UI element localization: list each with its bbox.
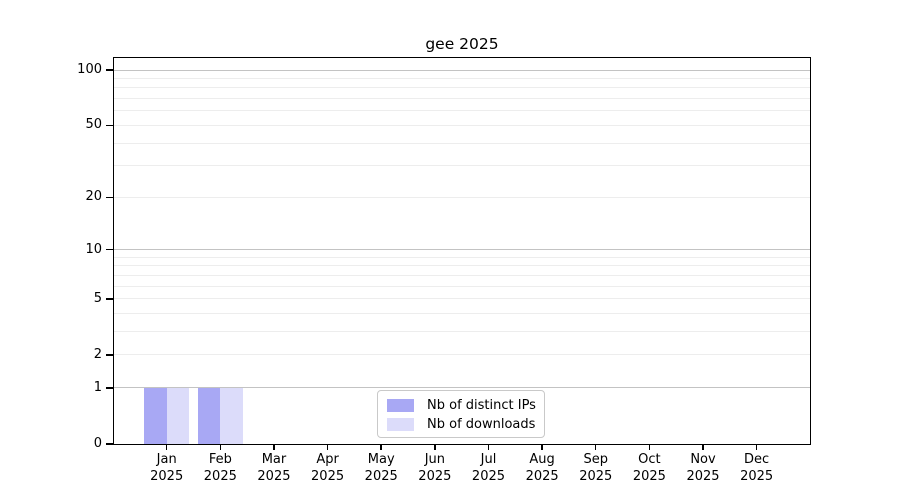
x-tick-year: 2025 [203, 469, 237, 484]
y-tick-label: 50 [85, 117, 102, 133]
x-tick-label: Mar 2025 [239, 451, 309, 485]
x-tick-year: 2025 [740, 469, 774, 484]
x-tick-year: 2025 [632, 469, 666, 484]
x-tick-month: Dec [744, 452, 770, 467]
x-tick-mark [755, 444, 758, 450]
y-tick-mark [106, 124, 114, 127]
gridline-minor [114, 265, 810, 267]
bar-1-feb [220, 387, 243, 444]
x-tick-year: 2025 [525, 469, 559, 484]
y-tick-label: 0 [93, 436, 102, 451]
x-tick-label: Feb 2025 [185, 451, 255, 485]
x-tick-label: Sep 2025 [561, 451, 631, 485]
x-tick-month: Feb [208, 452, 232, 467]
plot-border [112, 56, 811, 445]
legend: Nb of distinct IPs Nb of downloads [377, 390, 545, 438]
gridline-major [114, 249, 810, 251]
y-tick-label: 5 [93, 290, 102, 306]
y-tick-mark [106, 443, 114, 445]
y-tick-mark [106, 69, 114, 71]
gridline-minor [114, 98, 810, 100]
gridline-minor [114, 331, 810, 333]
gridline-minor [114, 165, 810, 167]
x-tick-month: Aug [529, 452, 555, 467]
x-tick-year: 2025 [311, 469, 345, 484]
legend-label: Nb of downloads [427, 417, 536, 432]
x-tick-label: Dec 2025 [722, 451, 792, 485]
x-tick-mark [165, 444, 168, 450]
bar-1-jan [166, 387, 190, 444]
legend-swatch [387, 418, 414, 431]
chart-title: gee 2025 [425, 35, 499, 53]
x-tick-mark [273, 444, 275, 450]
legend-swatch [387, 399, 414, 412]
y-tick-label: 2 [93, 346, 102, 362]
x-tick-month: Jul [480, 452, 497, 467]
x-tick-year: 2025 [579, 469, 613, 484]
x-tick-month: Jan [156, 452, 177, 467]
gridline-minor [114, 298, 810, 300]
y-tick-mark [106, 354, 114, 356]
gridline-major [114, 387, 810, 389]
x-tick-label: Jul 2025 [453, 451, 523, 485]
x-tick-year: 2025 [418, 469, 452, 484]
x-tick-year: 2025 [471, 469, 506, 484]
gridline-minor [114, 354, 810, 356]
x-tick-mark [219, 444, 222, 450]
x-tick-mark [648, 444, 651, 450]
gridline-minor [114, 285, 810, 287]
bar-0-jan [144, 387, 167, 444]
gridline-minor [114, 124, 810, 126]
gridline-major [114, 69, 810, 71]
y-tick-mark [106, 387, 114, 389]
plot-area [112, 56, 811, 445]
gridline-minor [114, 77, 810, 79]
x-tick-label: Aug 2025 [507, 451, 577, 485]
legend-entry: Nb of downloads [378, 415, 544, 434]
x-tick-mark [541, 444, 543, 450]
y-tick-label: 1 [93, 379, 102, 395]
legend-label: Nb of distinct IPs [427, 398, 536, 413]
x-tick-mark [380, 444, 382, 450]
x-tick-mark [326, 444, 329, 450]
y-tick-label: 100 [77, 62, 102, 77]
y-tick-mark [106, 248, 114, 251]
x-tick-label: Oct 2025 [614, 451, 684, 485]
legend-entry: Nb of distinct IPs [378, 396, 544, 415]
x-tick-month: Nov [690, 452, 716, 467]
x-tick-year: 2025 [686, 469, 720, 484]
x-tick-year: 2025 [364, 469, 398, 484]
x-tick-month: Oct [638, 452, 661, 467]
x-tick-label: Nov 2025 [668, 451, 738, 485]
gridline-minor [114, 110, 810, 112]
x-tick-year: 2025 [150, 469, 184, 484]
x-tick-mark [702, 444, 704, 450]
bar-0-feb [197, 387, 221, 444]
x-tick-mark [434, 444, 436, 450]
y-tick-mark [106, 196, 114, 199]
gridline-minor [114, 142, 810, 144]
gridline-minor [114, 196, 810, 198]
x-tick-label: Jun 2025 [400, 451, 470, 485]
gridline-minor [114, 313, 810, 315]
x-tick-label: Apr 2025 [293, 451, 363, 485]
x-tick-month: Mar [261, 452, 287, 467]
y-tick-mark [106, 298, 114, 300]
x-tick-year: 2025 [257, 469, 291, 484]
x-tick-month: Sep [583, 452, 608, 467]
gridline-minor [114, 256, 810, 258]
x-tick-month: Jun [424, 452, 445, 467]
x-tick-mark [487, 444, 490, 450]
x-tick-label: May 2025 [346, 451, 416, 485]
x-tick-label: Jan 2025 [132, 451, 202, 485]
x-tick-month: May [367, 452, 395, 467]
x-tick-month: Apr [316, 452, 339, 467]
gridline-minor [114, 274, 810, 276]
gridline-minor [114, 87, 810, 89]
y-tick-label: 10 [85, 241, 102, 257]
x-tick-mark [594, 444, 597, 450]
y-tick-label: 20 [85, 189, 102, 205]
